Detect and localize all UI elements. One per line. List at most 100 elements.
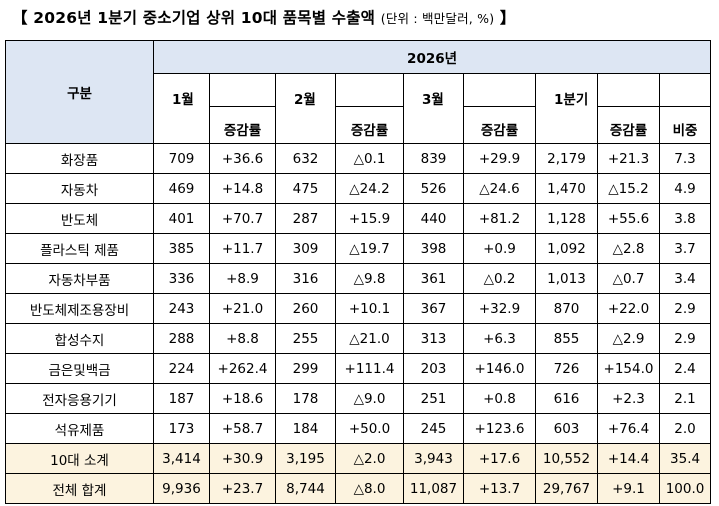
cell-item-name: 전자응용기기 — [5, 383, 154, 414]
cell-mar-rate: +0.8 — [463, 383, 536, 414]
cell-q1-rate: +154.0 — [597, 353, 660, 384]
cell-jan-rate: +36.6 — [209, 143, 276, 174]
cell-q1-value: 2,179 — [535, 143, 598, 174]
table-row: 화장품 709 +36.6 632 △0.1 839 +29.9 2,179 +21.3 7.3 — [5, 143, 712, 174]
cell-mar-value: 361 — [403, 263, 464, 294]
cell-jan-value: 9,936 — [153, 473, 210, 504]
cell-jan-value: 709 — [153, 143, 210, 174]
cell-jan-value: 469 — [153, 173, 210, 204]
cell-mar-rate: △24.6 — [463, 173, 536, 204]
table-row: 반도체 401 +70.7 287 +15.9 440 +81.2 1,128 +55.6 3.8 — [5, 203, 712, 234]
table-row: 자동차부품 336 +8.9 316 △9.8 361 △0.2 1,013 △0.7 3.4 — [5, 263, 712, 294]
cell-share: 3.7 — [658, 233, 712, 264]
title-unit: (단위 : 백만달러, %) — [380, 11, 495, 26]
header-year: 2026년 — [152, 40, 712, 74]
cell-q1-rate: +22.0 — [597, 293, 660, 324]
cell-item-name: 자동차부품 — [5, 263, 154, 294]
cell-feb-rate: +15.9 — [335, 203, 404, 234]
cell-mar-value: 3,943 — [403, 443, 464, 474]
cell-mar-rate: +0.9 — [463, 233, 536, 264]
table-row: 플라스틱 제품 385 +11.7 309 △19.7 398 +0.9 1,092 △2.8 3… — [5, 233, 712, 264]
cell-mar-value: 245 — [403, 413, 464, 444]
cell-q1-rate: +14.4 — [597, 443, 660, 474]
cell-q1-value: 10,552 — [535, 443, 598, 474]
header-rate-2: 증감률 — [335, 106, 404, 144]
cell-item-name: 금은및백금 — [5, 353, 154, 384]
header-month-3: 3월 — [403, 73, 464, 144]
cell-jan-rate: +70.7 — [209, 203, 276, 234]
cell-mar-rate: +29.9 — [463, 143, 536, 174]
cell-feb-value: 299 — [275, 353, 336, 384]
cell-q1-rate: +55.6 — [597, 203, 660, 234]
cell-feb-rate: △24.2 — [335, 173, 404, 204]
cell-feb-value: 260 — [275, 293, 336, 324]
cell-share: 2.9 — [658, 323, 712, 354]
cell-mar-value: 11,087 — [403, 473, 464, 504]
cell-mar-rate: +6.3 — [463, 323, 536, 354]
table-row: 자동차 469 +14.8 475 △24.2 526 △24.6 1,470 △15.2 4.9 — [5, 173, 712, 204]
cell-share: 2.9 — [658, 293, 712, 324]
title-close: 】 — [499, 9, 516, 27]
header-share: 비중 — [658, 106, 712, 144]
cell-jan-rate: +58.7 — [209, 413, 276, 444]
cell-jan-value: 187 — [153, 383, 210, 414]
cell-jan-value: 288 — [153, 323, 210, 354]
cell-feb-rate: +10.1 — [335, 293, 404, 324]
cell-jan-rate: +21.0 — [209, 293, 276, 324]
cell-feb-value: 184 — [275, 413, 336, 444]
cell-item-name: 플라스틱 제품 — [5, 233, 154, 264]
cell-mar-value: 398 — [403, 233, 464, 264]
cell-q1-rate: +2.3 — [597, 383, 660, 414]
cell-q1-value: 855 — [535, 323, 598, 354]
table-row: 합성수지 288 +8.8 255 △21.0 313 +6.3 855 △2.9 2.9 — [5, 323, 712, 354]
cell-feb-value: 475 — [275, 173, 336, 204]
cell-q1-value: 616 — [535, 383, 598, 414]
table-row: 반도체제조용장비 243 +21.0 260 +10.1 367 +32.9 870 +22.0… — [5, 293, 712, 324]
cell-feb-rate: △9.8 — [335, 263, 404, 294]
header-spacer — [658, 73, 712, 107]
cell-jan-rate: +11.7 — [209, 233, 276, 264]
cell-mar-rate: +81.2 — [463, 203, 536, 234]
cell-jan-rate: +30.9 — [209, 443, 276, 474]
cell-mar-value: 367 — [403, 293, 464, 324]
header-rate-quarter: 증감률 — [597, 106, 660, 144]
cell-share: 2.4 — [658, 353, 712, 384]
document-title: 【 2026년 1분기 중소기업 상위 10대 품목별 수출액 (단위 : 백만… — [12, 6, 712, 32]
cell-feb-rate: △19.7 — [335, 233, 404, 264]
cell-share: 3.8 — [658, 203, 712, 234]
cell-share: 3.4 — [658, 263, 712, 294]
table-row: 석유제품 173 +58.7 184 +50.0 245 +123.6 603 +76.4 2.0 — [5, 413, 712, 444]
cell-mar-rate: +17.6 — [463, 443, 536, 474]
cell-share: 7.3 — [658, 143, 712, 174]
cell-q1-rate: △2.8 — [597, 233, 660, 264]
header-month-2: 2월 — [275, 73, 336, 144]
cell-mar-value: 440 — [403, 203, 464, 234]
header-spacer — [335, 73, 404, 107]
cell-q1-rate: +9.1 — [597, 473, 660, 504]
total-row: 전체 합계 9,936 +23.7 8,744 △8.0 11,087 +13.7 29,76… — [5, 473, 712, 504]
cell-q1-rate: △2.9 — [597, 323, 660, 354]
header-rate-3: 증감률 — [463, 106, 536, 144]
cell-jan-value: 3,414 — [153, 443, 210, 474]
cell-feb-value: 287 — [275, 203, 336, 234]
header-rate-1: 증감률 — [209, 106, 276, 144]
cell-jan-rate: +14.8 — [209, 173, 276, 204]
cell-item-name: 전체 합계 — [5, 473, 154, 504]
cell-feb-value: 3,195 — [275, 443, 336, 474]
cell-q1-rate: +76.4 — [597, 413, 660, 444]
cell-mar-rate: +146.0 — [463, 353, 536, 384]
cell-mar-rate: +13.7 — [463, 473, 536, 504]
header-spacer — [463, 73, 536, 107]
cell-feb-rate: △2.0 — [335, 443, 404, 474]
cell-q1-rate: △0.7 — [597, 263, 660, 294]
cell-mar-value: 526 — [403, 173, 464, 204]
cell-feb-value: 8,744 — [275, 473, 336, 504]
cell-feb-value: 178 — [275, 383, 336, 414]
cell-mar-rate: +123.6 — [463, 413, 536, 444]
cell-feb-value: 316 — [275, 263, 336, 294]
cell-q1-value: 603 — [535, 413, 598, 444]
cell-share: 100.0 — [658, 473, 712, 504]
cell-jan-rate: +8.8 — [209, 323, 276, 354]
cell-jan-value: 224 — [153, 353, 210, 384]
cell-mar-value: 313 — [403, 323, 464, 354]
